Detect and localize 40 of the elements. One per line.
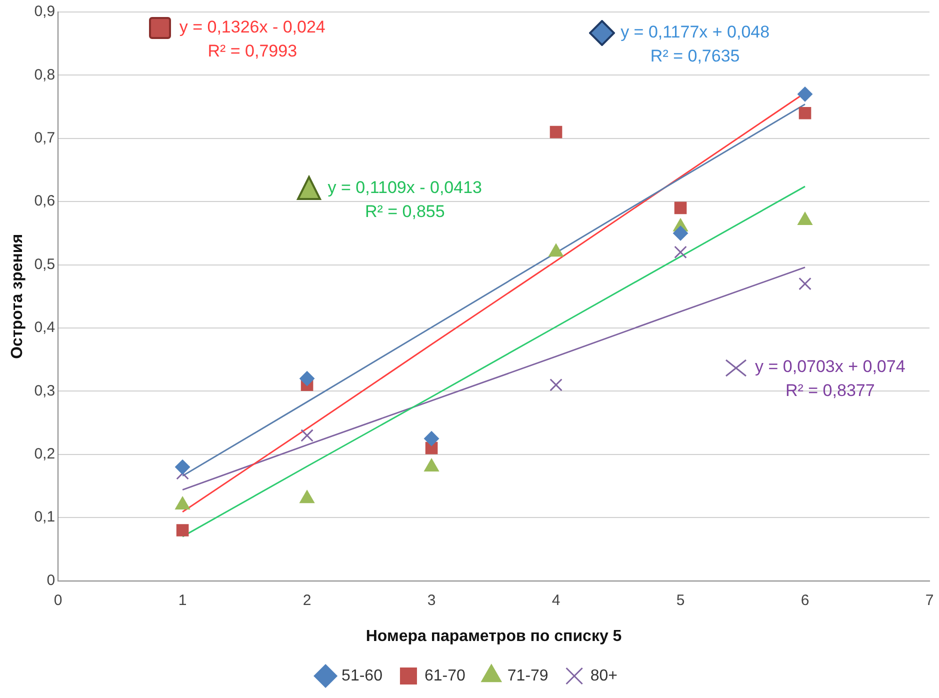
y-tick-label: 0,3 [34,382,56,400]
y-tick-label: 0,5 [34,256,56,273]
x-tick-label: 6 [800,592,810,609]
x-tick-label: 7 [925,592,934,609]
point [300,429,314,442]
point [424,431,440,446]
x-axis-title: Номера параметров по списку 5 [366,628,622,645]
point [674,246,687,259]
y-tick-label: 0,1 [34,508,56,526]
y-tick-label: 0,6 [34,192,56,210]
x-tick-label: 1 [178,592,187,609]
y-tick-label: 0,4 [34,319,56,336]
point [550,378,562,392]
y-tick-label: 0,2 [34,446,56,463]
legend-label: 61-70 [424,667,466,684]
point [550,126,562,138]
y-tick-label: 0,7 [34,130,56,147]
annotation: y = 0,1326x - 0,024 R² = 0,7993 [179,18,326,61]
point [674,202,687,214]
y-tick-label: 0,8 [34,66,56,84]
point [798,106,812,120]
x-tick-label: 3 [427,592,436,609]
point [798,277,812,290]
legend-label: 80+ [590,667,618,684]
annotation: y = 0,1109x - 0,0413 R² = 0,855 [328,178,482,222]
point [673,226,688,241]
point [300,371,315,386]
point [176,524,189,536]
x-tick-label: 4 [552,592,560,609]
y-axis-title: Острота зрения [9,234,26,359]
x-tick-label: 2 [302,592,312,609]
annotation: y = 0,0703x + 0,074 R² = 0,8377 [755,357,906,400]
point [175,460,190,475]
point [798,86,813,102]
x-tick-label: 5 [676,592,685,609]
legend-label: 71-79 [507,667,548,684]
annotation: y = 0,1177x + 0,048 R² = 0,7635 [620,22,770,66]
y-tick-label: 0 [46,572,56,589]
y-tick-label: 0,9 [34,3,56,20]
legend-label: 51-60 [342,667,383,684]
